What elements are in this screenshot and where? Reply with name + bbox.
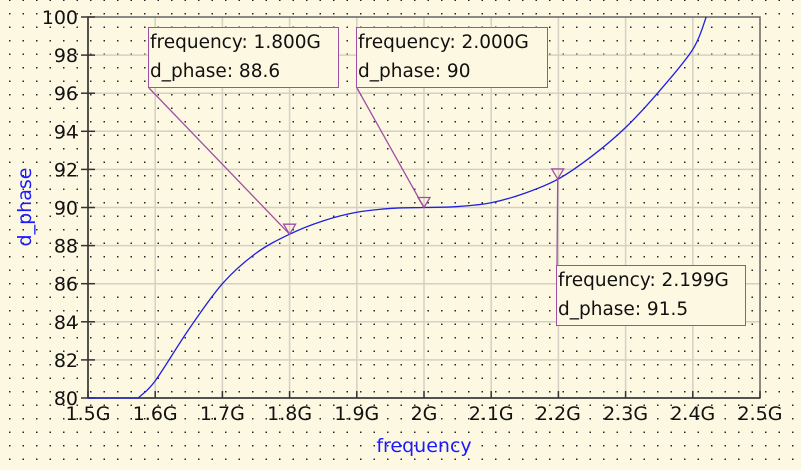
y-tick-label: 100 [42,7,78,29]
marker-3-label[interactable]: frequency: 2.199G d_phase: 91.5 [556,265,746,326]
x-tick-label: 2.4G [670,403,715,425]
x-tick-label: 2.5G [738,403,783,425]
y-tick-label: 94 [54,121,78,143]
y-axis-title: d_phase [14,168,36,247]
leader-line [356,87,425,208]
marker-triangle-icon [416,196,432,209]
x-tick-label: 1.7G [200,403,245,425]
x-axis-title: frequency [376,435,471,457]
x-tick-label: 2.2G [536,403,581,425]
marker-3-frequency: frequency: 2.199G [558,270,729,291]
x-tick-label: 1.5G [66,403,111,425]
marker-triangle-icon [550,168,565,181]
marker-2-label[interactable]: frequency: 2.000G d_phase: 90 [356,27,548,88]
marker-1-frequency: frequency: 1.800G [150,32,321,53]
marker-1-label[interactable]: frequency: 1.800G d_phase: 88.6 [148,27,339,88]
y-axis-ticks: 80 82 84 86 88 90 92 94 96 98 100 [42,7,95,410]
x-tick-label: 2.1G [469,403,514,425]
y-tick-label: 84 [54,312,78,334]
y-tick-label: 98 [54,45,78,67]
marker-triangle-icon [282,223,297,236]
x-tick-label: 2.3G [603,403,648,425]
leader-line [148,87,291,235]
marker-2-frequency: frequency: 2.000G [358,32,529,53]
x-axis-ticks: 1.5G 1.6G 1.7G 1.8G 1.9G 2G 2.1G 2.2G 2.3G 2.4G 2.… [66,391,783,425]
marker-leader-lines [148,87,565,266]
x-tick-label: 1.6G [133,403,178,425]
y-tick-label: 90 [54,198,78,220]
marker-2-value: d_phase: 90 [358,61,471,82]
y-tick-label: 82 [54,350,78,372]
marker-1-value: d_phase: 88.6 [150,61,281,82]
marker-3-value: d_phase: 91.5 [558,299,689,320]
y-tick-label: 92 [54,159,78,181]
leader-line [556,178,559,266]
x-tick-label: 1.8G [267,403,312,425]
y-tick-label: 86 [54,274,78,296]
y-tick-label: 88 [54,236,78,258]
y-tick-label: 80 [54,388,78,410]
x-tick-label: 2G [411,403,438,425]
y-tick-label: 96 [54,83,78,105]
x-tick-label: 1.9G [334,403,379,425]
